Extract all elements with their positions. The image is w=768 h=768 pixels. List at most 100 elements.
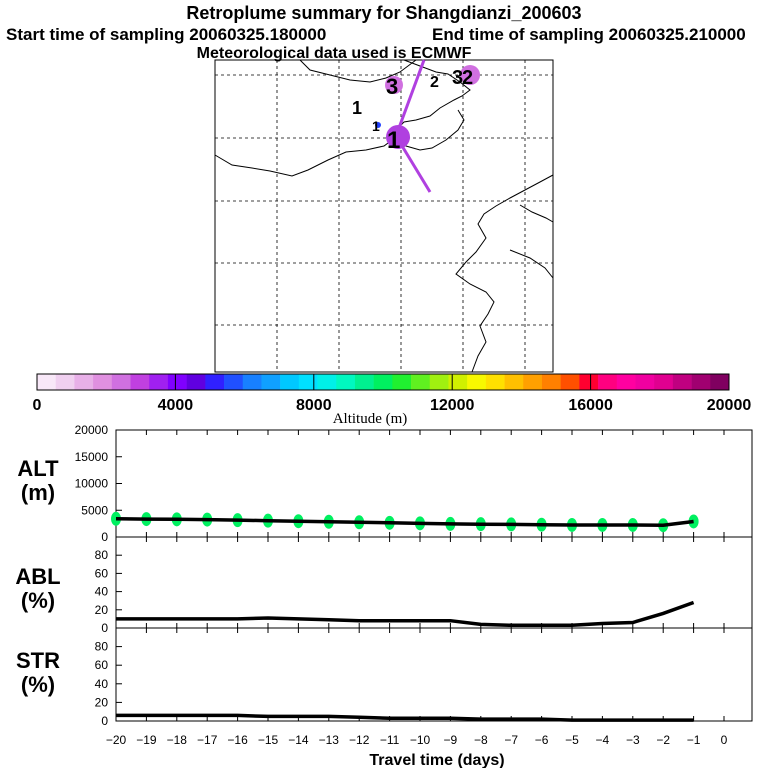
colorbar-cell	[429, 374, 449, 390]
map-frame	[214, 59, 554, 373]
colorbar-tick-label: 20000	[707, 397, 752, 414]
y-tick-label: 10000	[75, 477, 109, 491]
colorbar-cell	[205, 374, 225, 390]
series-line	[116, 600, 695, 628]
y-tick-label: 40	[95, 677, 109, 691]
cluster-circle	[385, 76, 403, 94]
y-tick-label: 80	[95, 548, 109, 562]
x-tick-label: −11	[380, 733, 400, 747]
x-tick-label: −13	[319, 733, 340, 747]
series-line	[115, 517, 694, 527]
map-panel: 1 1 1 2 2 3 3	[214, 59, 554, 373]
colorbar-cell	[448, 374, 468, 390]
altitude-colorbar: 0 4000 8000 12000 16000 20000 Altitude (m)	[33, 373, 752, 427]
colorbar-cell	[635, 374, 655, 390]
altitude-point	[688, 514, 699, 529]
x-tick-label: 0	[721, 733, 728, 747]
colorbar-cell	[392, 374, 412, 390]
colorbar-cell	[710, 374, 730, 390]
x-tick-label: −4	[596, 733, 610, 747]
cluster-label: 3	[452, 67, 463, 89]
colorbar-tick-label: 4000	[158, 397, 194, 414]
panel-ylabel: STR	[16, 648, 60, 673]
x-tick-label: −17	[197, 733, 218, 747]
cluster-labels: 1 1 1 2 2 3 3	[352, 67, 473, 154]
colorbar-cell	[504, 374, 524, 390]
colorbar-cell	[93, 374, 113, 390]
x-tick-label: −1	[687, 733, 701, 747]
x-tick-label: −19	[136, 733, 157, 747]
panel-frame	[115, 627, 753, 722]
panel-ylabel-unit: (%)	[21, 588, 55, 613]
y-tick-label: 80	[95, 640, 109, 654]
x-tick-label: −3	[626, 733, 640, 747]
colorbar-cell	[579, 374, 599, 390]
colorbar-cell	[354, 374, 374, 390]
colorbar-cell	[654, 374, 674, 390]
colorbar-cell	[523, 374, 543, 390]
y-tick-label: 60	[95, 566, 109, 580]
colorbar-cell	[74, 374, 94, 390]
colorbar-cell	[280, 374, 300, 390]
colorbar-cell	[598, 374, 618, 390]
plume-clusters	[375, 65, 480, 149]
cluster-circle	[386, 125, 410, 149]
cluster-circle	[375, 122, 381, 128]
colorbar-cell	[541, 374, 561, 390]
x-axis: −20 −19 −18 −17 −16 −15 −14 −13 −12 −11 −10 −9 −8 −7−…	[106, 733, 728, 747]
x-tick-label: −15	[258, 733, 279, 747]
x-tick-label: −10	[410, 733, 431, 747]
colorbar-cell	[111, 374, 131, 390]
chart-title: Retroplume summary for Shangdianzi_20060…	[186, 3, 582, 23]
colorbar-cell	[616, 374, 636, 390]
panel-ylabel: ALT	[17, 456, 59, 481]
cluster-label: 1	[387, 127, 400, 154]
cluster-label: 1	[352, 98, 362, 118]
colorbar-cell	[186, 374, 206, 390]
y-tick-label: 0	[101, 530, 108, 544]
panel-ylabel: ABL	[15, 564, 60, 589]
colorbar-cell	[167, 374, 187, 390]
cluster-circle	[460, 65, 480, 85]
colorbar-cell	[224, 374, 244, 390]
colorbar-cell	[560, 374, 580, 390]
x-tick-label: −14	[288, 733, 309, 747]
colorbar-tick-label: 16000	[568, 397, 613, 414]
panel-abl: 0 20 40 60 80 ABL(%)	[15, 536, 753, 635]
x-tick-label: −5	[565, 733, 579, 747]
colorbar-cell	[298, 374, 318, 390]
colorbar-cell	[467, 374, 487, 390]
x-tick-label: −9	[444, 733, 458, 747]
y-tick-label: 20000	[75, 423, 109, 437]
x-tick-label: −6	[535, 733, 549, 747]
y-tick-label: 60	[95, 658, 109, 672]
cluster-label: 2	[430, 74, 439, 91]
panel-ylabel-unit: (%)	[21, 672, 55, 697]
y-tick-label: 20	[95, 695, 109, 709]
colorbar-cell	[261, 374, 281, 390]
y-tick-label: 40	[95, 585, 109, 599]
panel-ylabel-unit: (m)	[21, 480, 55, 505]
colorbar-tick-label: 12000	[430, 397, 475, 414]
met-data-label: Meteorological data used is ECMWF	[196, 45, 472, 62]
colorbar-cell	[130, 374, 150, 390]
colorbar-cell	[672, 374, 692, 390]
y-tick-label: 15000	[75, 450, 109, 464]
x-tick-label: −12	[349, 733, 370, 747]
x-tick-label: −2	[656, 733, 670, 747]
colorbar-cell	[373, 374, 393, 390]
colorbar-cell	[485, 374, 505, 390]
series-line	[116, 713, 694, 722]
x-tick-label: −20	[106, 733, 127, 747]
colorbar-cell	[242, 374, 262, 390]
colorbar-cell	[411, 374, 431, 390]
x-tick-label: −8	[474, 733, 488, 747]
x-axis-title: Travel time (days)	[369, 752, 504, 768]
colorbar-cell	[149, 374, 169, 390]
colorbar-cell	[37, 374, 57, 390]
y-tick-label: 20	[95, 603, 109, 617]
colorbar-cell	[317, 374, 337, 390]
colorbar-title: Altitude (m)	[333, 411, 408, 427]
cluster-label: 3	[386, 74, 398, 99]
